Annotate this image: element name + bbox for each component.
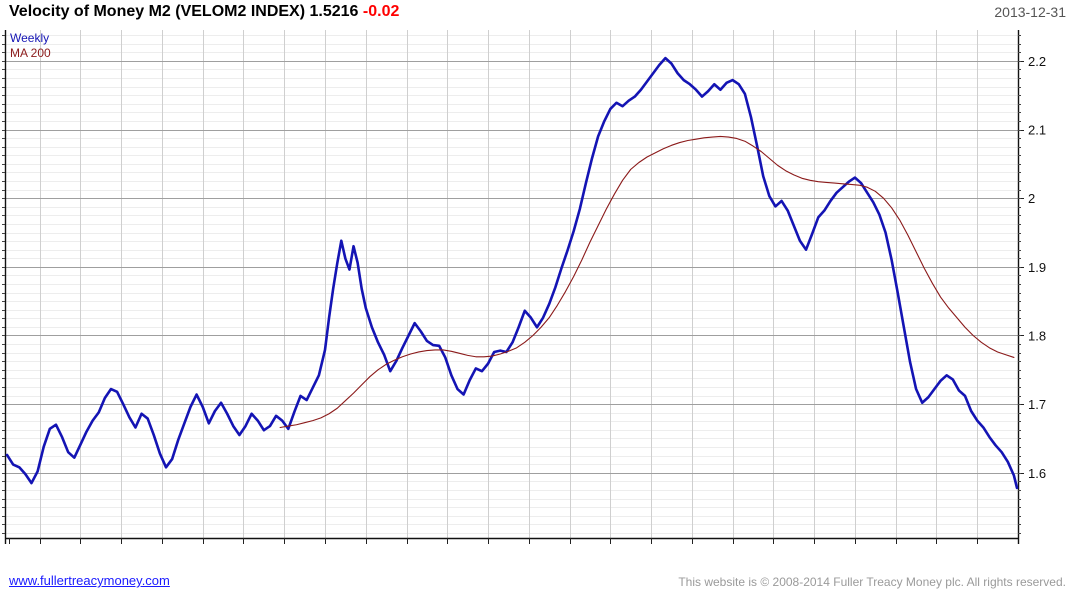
page-title: Velocity of Money M2 (VELOM2 INDEX) 1.52… <box>9 3 399 21</box>
plot-frame <box>4 30 1020 544</box>
last-value: 1.5216 <box>309 3 359 20</box>
change-value: -0.02 <box>362 3 400 20</box>
minor-gridlines <box>5 35 1018 534</box>
data-series-group <box>5 56 1019 490</box>
series-line-weekly <box>5 56 1019 490</box>
y-axis-tick-label: 2.1 <box>1028 123 1046 138</box>
y-axis-tick-label: 1.6 <box>1028 466 1046 481</box>
chart-plot-area: 1966196819701972197419761978198019821984… <box>0 26 1075 546</box>
axis-ticks <box>2 35 1024 544</box>
as-of-date: 2013-12-31 <box>994 4 1066 20</box>
instrument-name: Velocity of Money M2 (VELOM2 INDEX) <box>9 3 306 20</box>
chart-footer: www.fullertreacymoney.com This website i… <box>0 573 1075 600</box>
copyright-text: This website is © 2008-2014 Fuller Treac… <box>678 575 1066 589</box>
chart-header: Velocity of Money M2 (VELOM2 INDEX) 1.52… <box>0 0 1075 26</box>
y-axis-tick-label: 2 <box>1028 191 1035 206</box>
series-line-ma-200 <box>279 135 1015 429</box>
y-axis-tick-label: 1.9 <box>1028 260 1046 275</box>
site-url-link[interactable]: www.fullertreacymoney.com <box>9 573 170 588</box>
y-axis-tick-label: 1.7 <box>1028 397 1046 412</box>
price-chart[interactable]: 1966196819701972197419761978198019821984… <box>0 26 1075 546</box>
vertical-gridlines <box>40 30 978 538</box>
horizontal-gridlines <box>5 61 1018 474</box>
y-axis-labels: 1.6 1.7 1.8 1.9 2 2.1 2.2 <box>1028 54 1046 481</box>
y-axis-tick-label: 2.2 <box>1028 54 1046 69</box>
y-axis-tick-label: 1.8 <box>1028 328 1046 343</box>
